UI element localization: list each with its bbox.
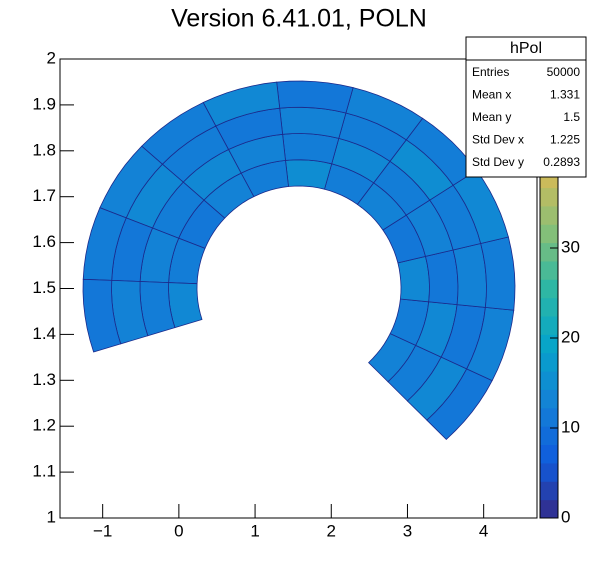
stats-value: 1.225 xyxy=(550,133,580,147)
chart-title: Version 6.41.01, POLN xyxy=(171,5,427,33)
x-tick-label: 1 xyxy=(250,521,259,540)
x-tick-label: 3 xyxy=(403,521,412,540)
color-scale-step xyxy=(540,242,558,262)
color-scale-step xyxy=(540,316,558,335)
color-scale-step xyxy=(540,407,558,427)
x-tick-label: 0 xyxy=(174,521,183,540)
plot-area xyxy=(82,80,516,440)
stats-title: hPol xyxy=(510,40,542,57)
heat-cell xyxy=(82,278,122,353)
color-scale-step xyxy=(540,389,558,409)
y-tick-label: 1.8 xyxy=(32,140,56,159)
color-scale-step xyxy=(540,297,558,317)
color-scale-step xyxy=(540,260,558,280)
heat-cell xyxy=(285,159,333,190)
y-tick-label: 1 xyxy=(47,507,56,526)
z-tick-label: 30 xyxy=(561,237,580,256)
color-scale-step xyxy=(540,279,558,299)
heat-cell xyxy=(480,236,516,311)
stats-label: Std Dev x xyxy=(472,133,524,147)
heat-cell xyxy=(282,133,340,165)
stats-value: 1.5 xyxy=(563,110,580,124)
x-tick-label: 2 xyxy=(327,521,336,540)
stats-label: Mean x xyxy=(472,88,511,102)
color-scale-step xyxy=(540,462,558,482)
y-tick-label: 1.9 xyxy=(32,94,56,113)
color-scale-step xyxy=(540,444,558,464)
color-scale-step xyxy=(540,187,558,207)
stats-label: Mean y xyxy=(472,110,511,124)
axes: −1 0 1 2 3 4 1 1.1 1.2 1.3 1.4 1.5 1.6 1.7 1.8 1.9 2 xyxy=(32,48,488,540)
color-scale-step xyxy=(540,224,558,244)
stats-box: hPol Entries 50000 Mean x 1.331 Mean y 1.5 Std… xyxy=(465,36,587,178)
x-tick-label: −1 xyxy=(93,521,112,540)
heat-cell xyxy=(452,243,487,308)
y-tick-label: 1.6 xyxy=(32,232,56,251)
stats-value: 50000 xyxy=(547,65,581,79)
color-scale-step xyxy=(540,371,558,390)
z-tick-label: 0 xyxy=(561,507,570,526)
color-scale-step xyxy=(540,205,558,225)
heat-cell xyxy=(168,282,203,329)
color-scale-step xyxy=(540,499,558,519)
x-tick-label: 4 xyxy=(479,521,488,540)
color-scale-step xyxy=(540,426,558,446)
stats-value: 1.331 xyxy=(550,88,580,102)
y-tick-label: 2 xyxy=(47,48,56,67)
color-scale-step xyxy=(540,352,558,372)
stats-value: 0.2893 xyxy=(543,155,580,169)
y-tick-label: 1.2 xyxy=(32,416,56,435)
z-tick-label: 10 xyxy=(561,417,580,436)
heat-cell xyxy=(397,255,430,303)
y-tick-label: 1.3 xyxy=(32,370,56,389)
stats-label: Entries xyxy=(472,65,509,79)
color-scale-step xyxy=(540,481,558,501)
y-tick-label: 1.7 xyxy=(32,186,56,205)
z-tick-label: 20 xyxy=(561,327,580,346)
stats-label: Std Dev y xyxy=(472,155,524,169)
heat-cell xyxy=(425,249,459,306)
y-tick-label: 1.5 xyxy=(32,278,56,297)
y-tick-label: 1.1 xyxy=(32,462,56,481)
y-tick-label: 1.4 xyxy=(32,324,56,343)
color-scale-step xyxy=(540,334,558,354)
heat-cell xyxy=(279,106,347,139)
